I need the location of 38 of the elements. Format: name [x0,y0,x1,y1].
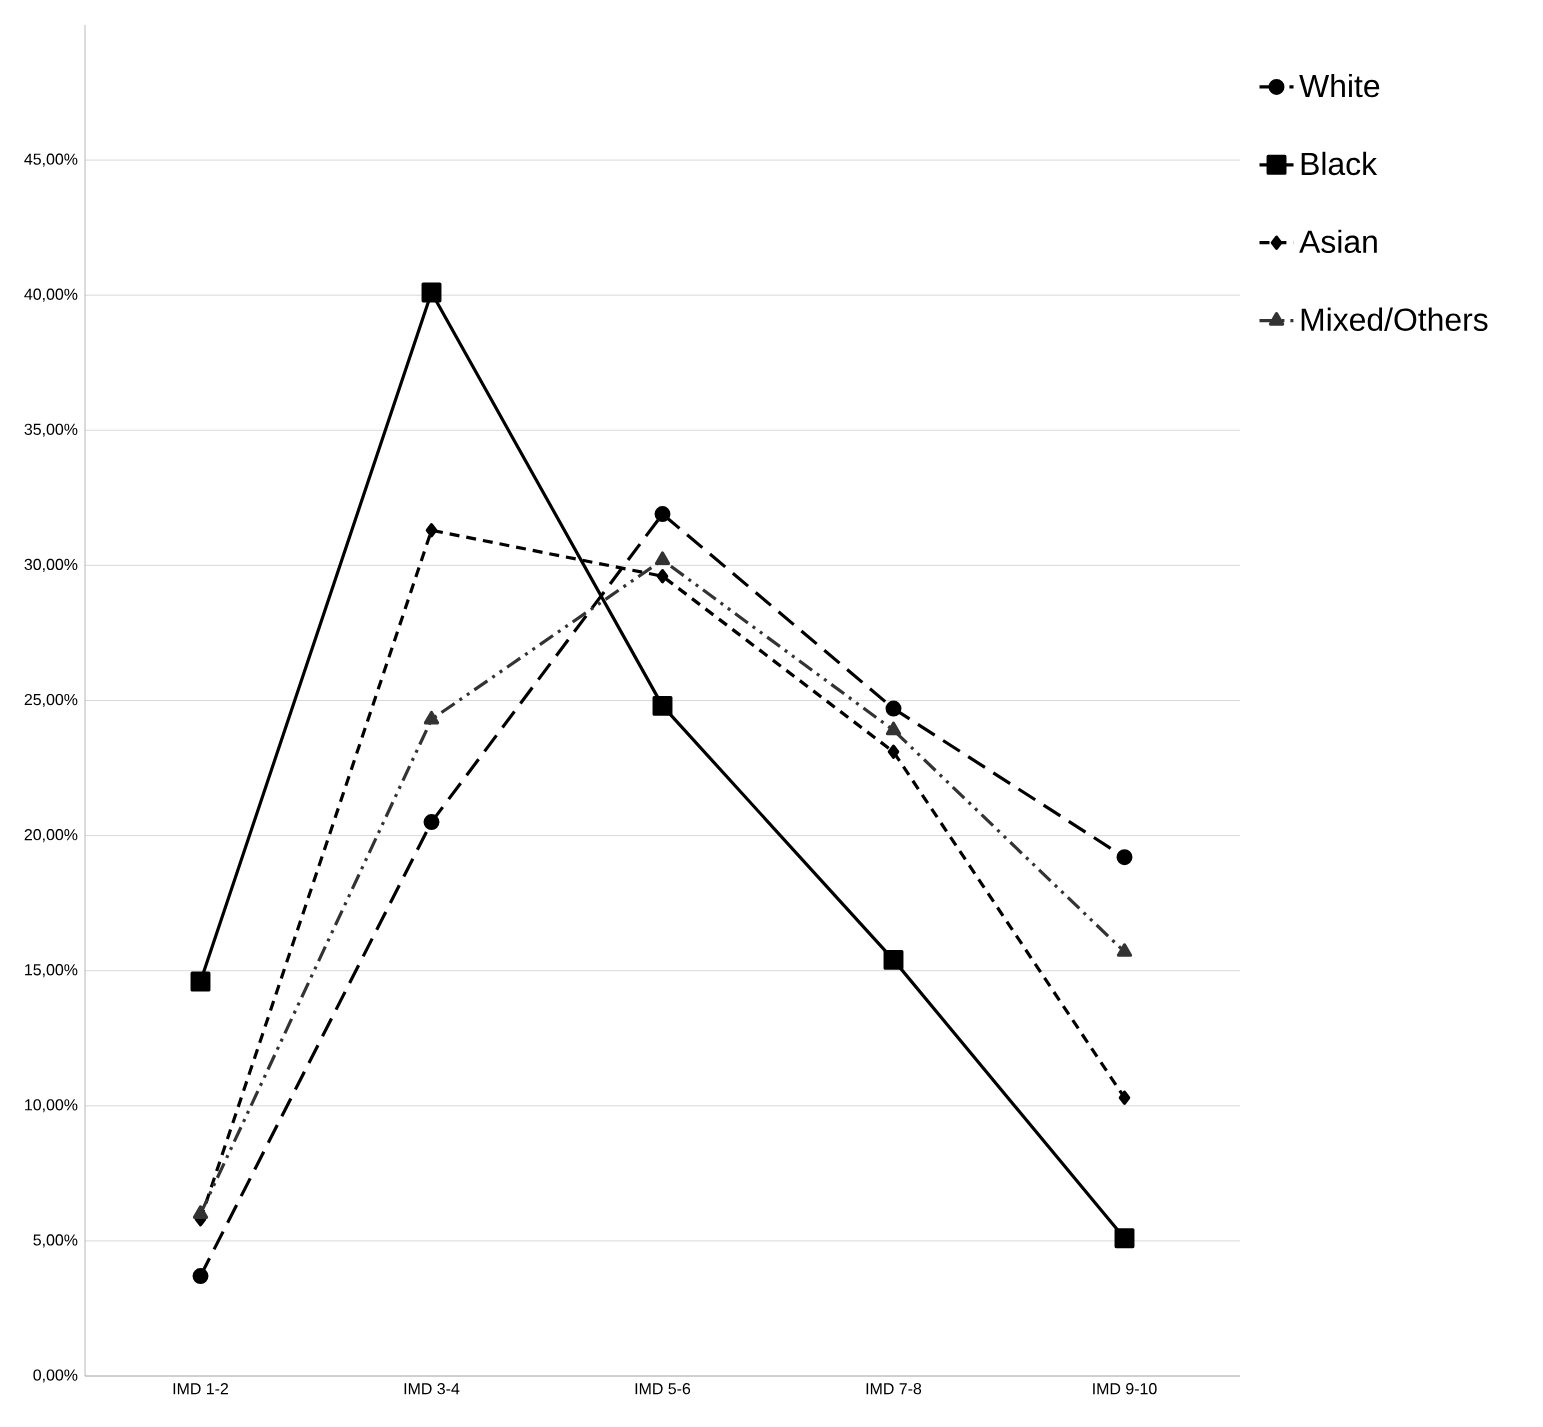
point [192,1268,209,1284]
point [1118,1090,1131,1105]
point [1116,943,1133,957]
point [883,949,904,970]
point [1114,1228,1135,1249]
legend-label: Black [1301,151,1378,176]
x-tick-label: IMD 7-8 [866,1383,922,1395]
y-tick-label: 35,00% [24,423,78,437]
y-tick-label: 0,00% [33,1369,78,1383]
x-tick-label: IMD 5-6 [635,1383,691,1395]
point [423,814,440,831]
point [656,569,669,584]
point [190,971,211,992]
point [654,551,671,566]
y-tick-label: 20,00% [24,829,78,843]
point [887,744,900,760]
point [425,523,438,538]
point [885,721,902,736]
point [421,282,442,303]
legend-label: White [1299,73,1380,98]
point [652,695,673,716]
y-tick-label: 40,00% [24,288,78,302]
point [654,506,671,523]
y-tick-label: 45,00% [24,153,78,167]
y-tick-label: 30,00% [24,558,78,572]
y-tick-label: 25,00% [24,693,78,708]
y-tick-label: 5,00% [33,1234,78,1248]
point [885,700,902,717]
legend-label: Asian [1299,229,1377,254]
y-tick-label: 15,00% [25,964,78,978]
y-tick-label: 10,00% [25,1099,78,1113]
x-tick-label: IMD 3-4 [404,1383,460,1395]
point [423,710,440,725]
x-tick-label: IMD 1-2 [173,1383,229,1395]
x-tick-label: IMD 9-10 [1093,1383,1157,1395]
legend-label: Mixed/Others [1301,307,1488,331]
point [1116,849,1133,866]
point [192,1205,209,1219]
